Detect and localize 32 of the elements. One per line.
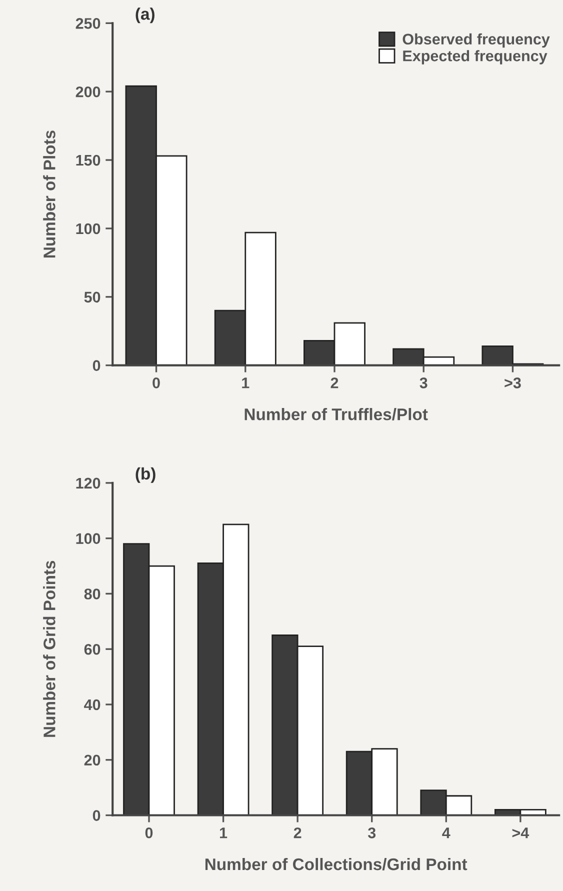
y-tick-label: 0: [92, 810, 100, 821]
x-tick-label: 0: [145, 827, 153, 838]
x-tick-label: 1: [242, 378, 250, 388]
y-axis-title: Number of Plots: [43, 130, 56, 258]
y-tick-label: 40: [84, 699, 100, 710]
legend-label: Observed frequency: [402, 33, 550, 48]
x-tick-label: 1: [220, 828, 228, 838]
y-tick-label: 250: [76, 18, 100, 29]
x-tick-label: 4: [442, 828, 450, 838]
x-tick-label: 0: [152, 378, 160, 388]
x-axis-title: Number of Truffles/Plot: [244, 408, 428, 420]
y-tick-label: 150: [76, 154, 100, 166]
x-tick-label: 3: [368, 827, 376, 838]
y-axis-title: Number of Grid Points: [43, 560, 56, 737]
x-tick-label: >3: [504, 378, 521, 388]
chart-title: (b): [136, 467, 156, 483]
y-tick-label: 80: [84, 588, 100, 600]
y-tick-label: 200: [76, 86, 100, 98]
x-tick-label: >4: [512, 828, 530, 838]
x-tick-label: 3: [420, 378, 428, 388]
x-axis-title: Number of Collections/Grid Point: [205, 858, 468, 870]
x-tick-label: 2: [330, 378, 338, 388]
y-tick-label: 100: [76, 223, 100, 234]
chart-title: (a): [136, 8, 154, 24]
y-tick-label: 60: [84, 644, 100, 655]
x-tick-label: 2: [294, 827, 302, 838]
y-tick-label: 20: [84, 754, 100, 766]
legend-label: Expected frequency: [403, 50, 548, 64]
y-tick-label: 50: [84, 292, 100, 303]
y-tick-label: 120: [76, 478, 100, 489]
y-tick-label: 0: [92, 360, 100, 371]
y-tick-label: 100: [76, 533, 100, 544]
